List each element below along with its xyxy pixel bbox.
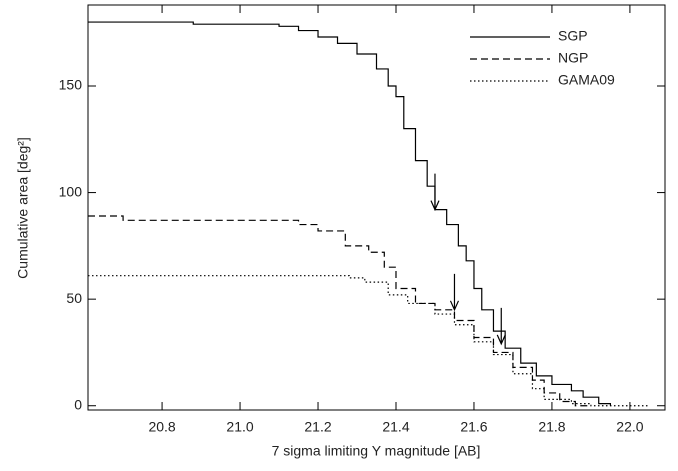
y-tick-label: 150 [59,77,83,93]
x-tick-label: 22.0 [616,419,643,435]
legend-label: GAMA09 [558,72,615,88]
series-line [88,215,591,407]
x-tick-label: 21.2 [304,419,331,435]
plot-frame [87,4,666,411]
y-axis-label: Cumulative area [deg²] [15,137,31,279]
x-tick-label: 21.4 [382,419,409,435]
arrow [449,273,460,312]
legend-label: SGP [558,28,588,44]
x-tick-label: 20.8 [148,419,175,435]
legend-label: NGP [558,50,588,66]
x-axis-label: 7 sigma limiting Y magnitude [AB] [272,443,481,459]
series-line [88,21,612,406]
y-tick-label: 0 [74,396,82,412]
series-line [88,275,650,407]
arrow [430,173,440,212]
y-tick-label: 100 [59,183,83,199]
arrow [496,307,506,346]
x-tick-label: 21.6 [460,419,487,435]
x-tick-label: 21.0 [226,419,253,435]
y-tick-label: 50 [66,290,82,306]
x-tick-label: 21.8 [538,419,565,435]
